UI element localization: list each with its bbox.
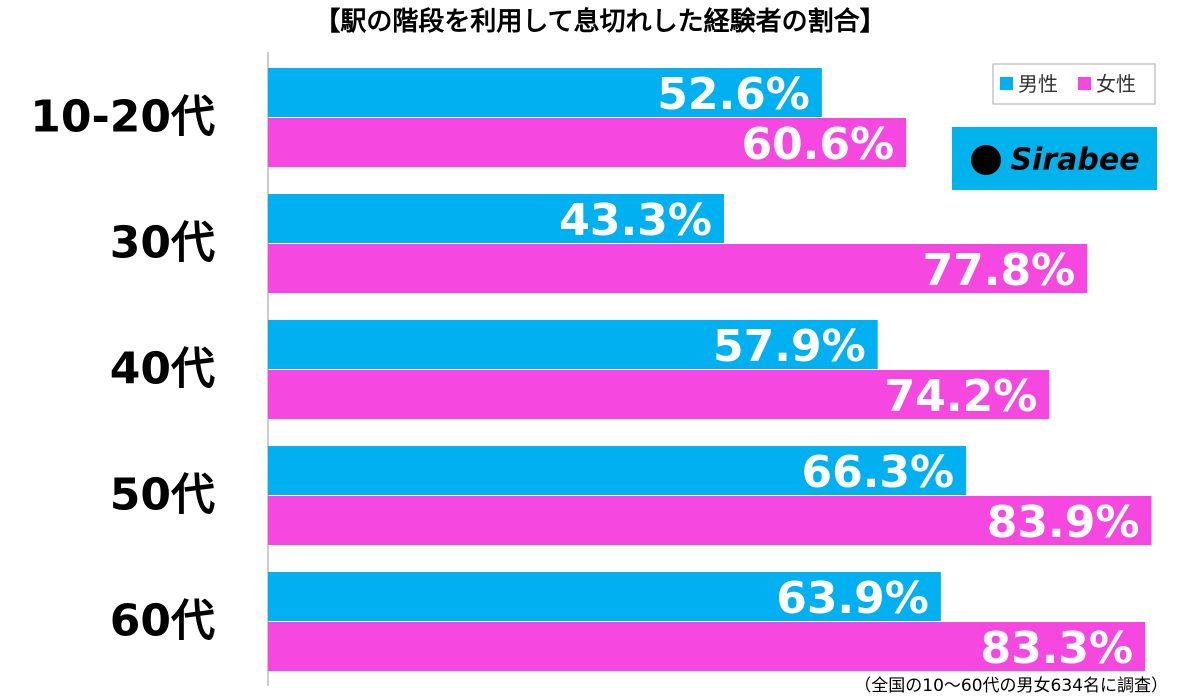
value-label: 83.9% bbox=[987, 497, 1140, 548]
bar bbox=[268, 118, 907, 167]
footnote: （全国の10～60代の男女634名に調査） bbox=[854, 676, 1168, 696]
chart-title: 【駅の階段を利用して息切れした経験者の割合】 bbox=[314, 6, 885, 37]
category-label: 60代 bbox=[110, 596, 215, 647]
category-label: 10-20代 bbox=[30, 92, 215, 143]
bar bbox=[268, 446, 967, 495]
logo-text: Sirabee bbox=[1010, 143, 1139, 178]
bar bbox=[268, 496, 1152, 545]
value-label: 66.3% bbox=[801, 447, 954, 498]
bar bbox=[268, 370, 1050, 419]
value-label: 57.9% bbox=[713, 321, 866, 372]
bar bbox=[268, 622, 1146, 671]
value-label: 83.3% bbox=[980, 623, 1133, 674]
bar bbox=[268, 572, 941, 621]
value-label: 74.2% bbox=[885, 371, 1038, 422]
bar bbox=[268, 68, 822, 117]
category-label: 30代 bbox=[110, 218, 215, 269]
value-label: 43.3% bbox=[559, 195, 712, 246]
value-label: 52.6% bbox=[657, 69, 810, 120]
legend-label: 男性 bbox=[1018, 72, 1058, 96]
bar bbox=[268, 244, 1088, 293]
value-label: 63.9% bbox=[776, 573, 929, 624]
legend-swatch bbox=[1078, 77, 1091, 90]
category-label: 50代 bbox=[110, 470, 215, 521]
value-label: 77.8% bbox=[923, 245, 1076, 296]
bar bbox=[268, 320, 878, 369]
category-label: 40代 bbox=[110, 344, 215, 395]
legend-box bbox=[992, 63, 1156, 105]
bar bbox=[268, 194, 724, 243]
value-label: 60.6% bbox=[741, 119, 894, 170]
legend-swatch bbox=[1000, 77, 1013, 90]
logo-icon bbox=[971, 145, 1001, 175]
legend-label: 女性 bbox=[1096, 72, 1136, 96]
